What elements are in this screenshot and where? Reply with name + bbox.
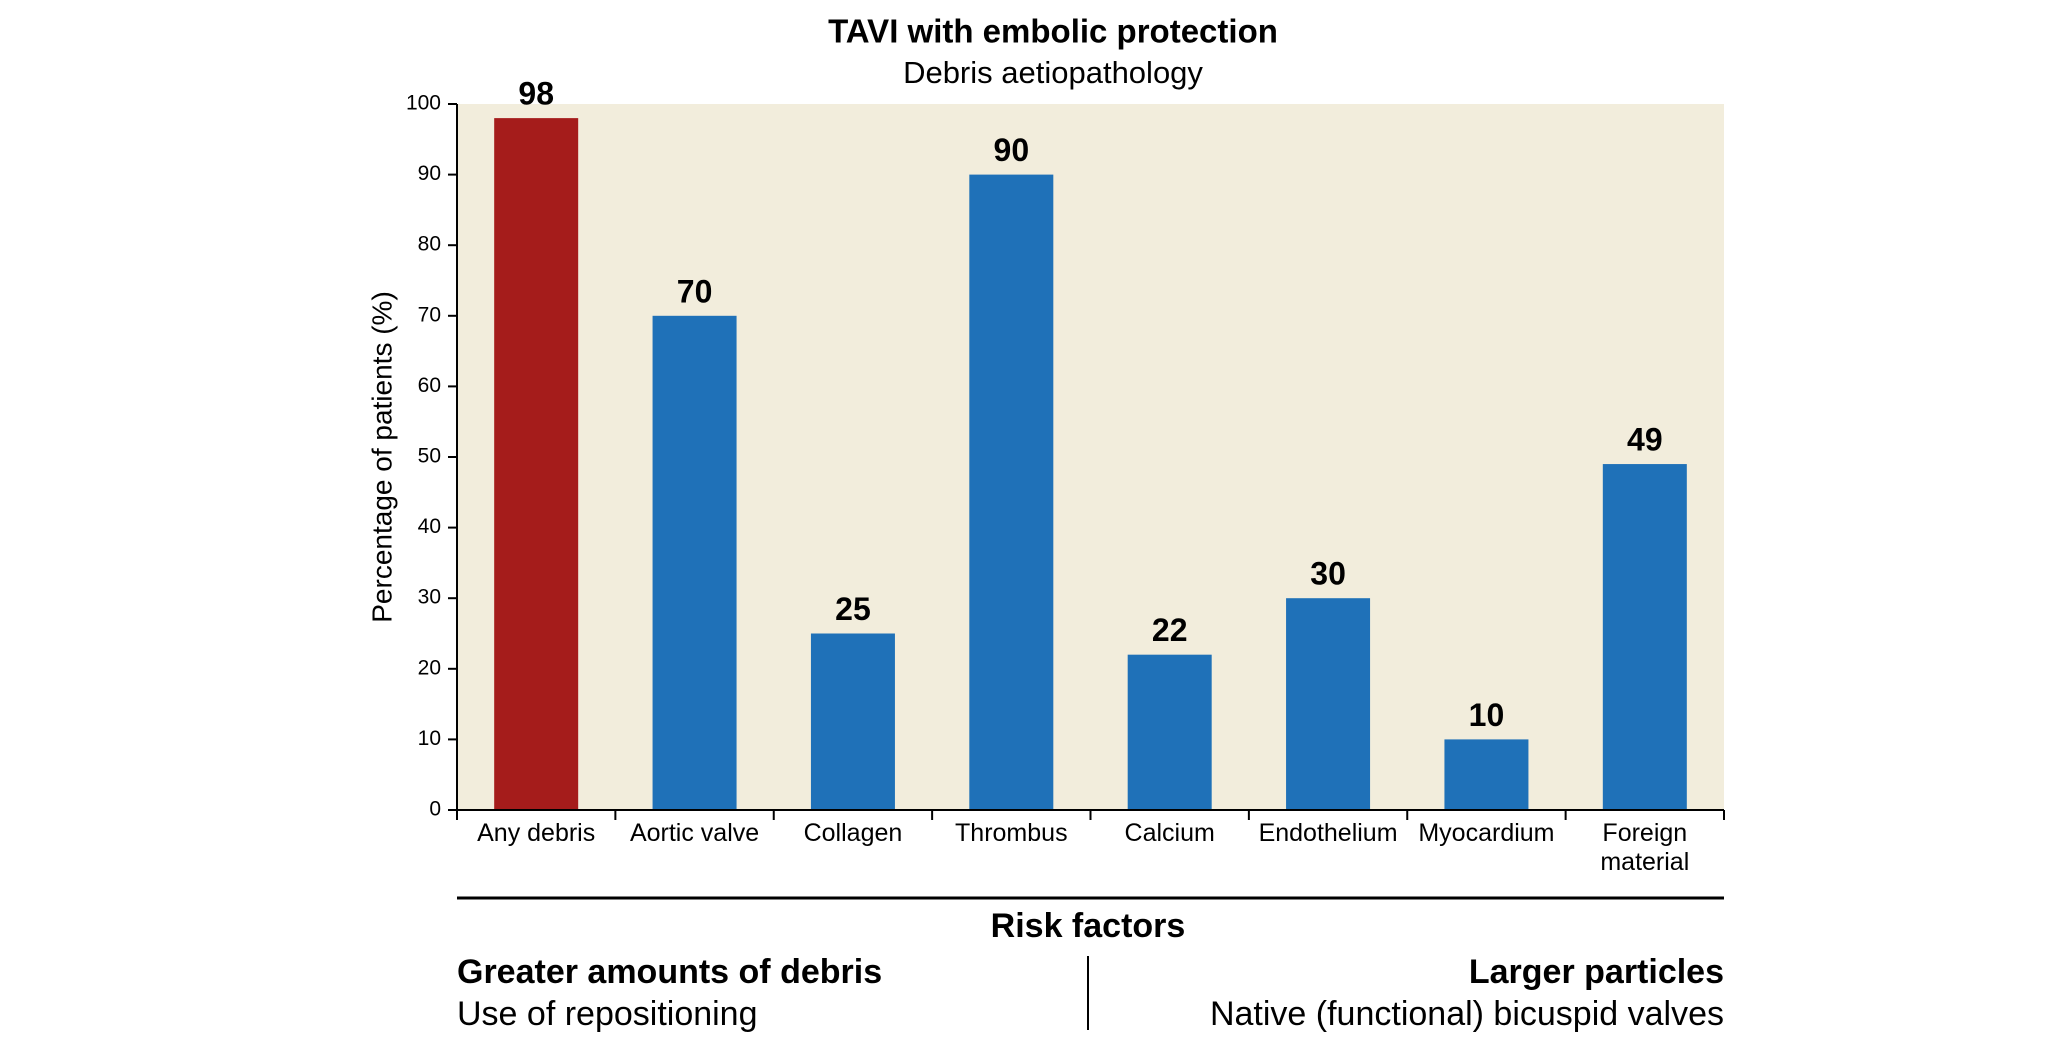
value-label: 70 [677, 273, 713, 309]
bar [1602, 464, 1687, 810]
value-label: 30 [1310, 556, 1346, 592]
value-label: 98 [518, 76, 554, 112]
y-tick-label: 100 [406, 92, 441, 115]
y-tick-label: 0 [429, 798, 441, 821]
bar [810, 633, 895, 810]
bar [1444, 739, 1529, 810]
y-tick-label: 60 [418, 374, 441, 397]
x-tick-label: Any debris [477, 819, 596, 847]
y-tick-label: 40 [418, 515, 441, 538]
y-tick-label: 50 [418, 445, 441, 468]
x-tick-label: Endothelium [1258, 819, 1398, 847]
x-tick-label: Thrombus [955, 819, 1068, 847]
y-tick-label: 80 [418, 233, 441, 256]
bar [969, 174, 1054, 811]
bar [1127, 654, 1212, 810]
value-label: 49 [1627, 422, 1663, 458]
value-label: 25 [835, 591, 871, 627]
chart-title: TAVI with embolic protection [828, 13, 1278, 50]
x-tick-label: Myocardium [1418, 819, 1555, 847]
value-label: 10 [1469, 697, 1505, 733]
x-tick-label: Calcium [1124, 819, 1215, 847]
bar [1286, 598, 1371, 810]
y-tick-label: 10 [418, 727, 441, 750]
risk-text: Use of repositioning [457, 995, 758, 1033]
x-tick-label: Foreign material [1600, 819, 1690, 876]
x-tick-label: Collagen [803, 819, 903, 847]
y-tick-label: 90 [418, 162, 441, 185]
y-tick-label: 30 [418, 586, 441, 609]
plot-background [457, 104, 1724, 810]
y-tick-label: 70 [418, 303, 441, 326]
risk-title: Risk factors [991, 907, 1186, 945]
risk-text: Native (functional) bicuspid valves [1210, 995, 1724, 1033]
bar [494, 118, 579, 811]
chart-subtitle: Debris aetiopathology [903, 55, 1203, 90]
value-label: 22 [1152, 612, 1188, 648]
risk-heading: Larger particles [1469, 953, 1724, 991]
x-tick-label: Aortic valve [629, 819, 760, 847]
risk-heading: Greater amounts of debris [457, 953, 882, 991]
y-axis-title: Percentage of patients (%) [366, 291, 397, 623]
bar [652, 315, 737, 810]
value-label: 90 [994, 132, 1030, 168]
y-tick-label: 20 [418, 656, 441, 679]
